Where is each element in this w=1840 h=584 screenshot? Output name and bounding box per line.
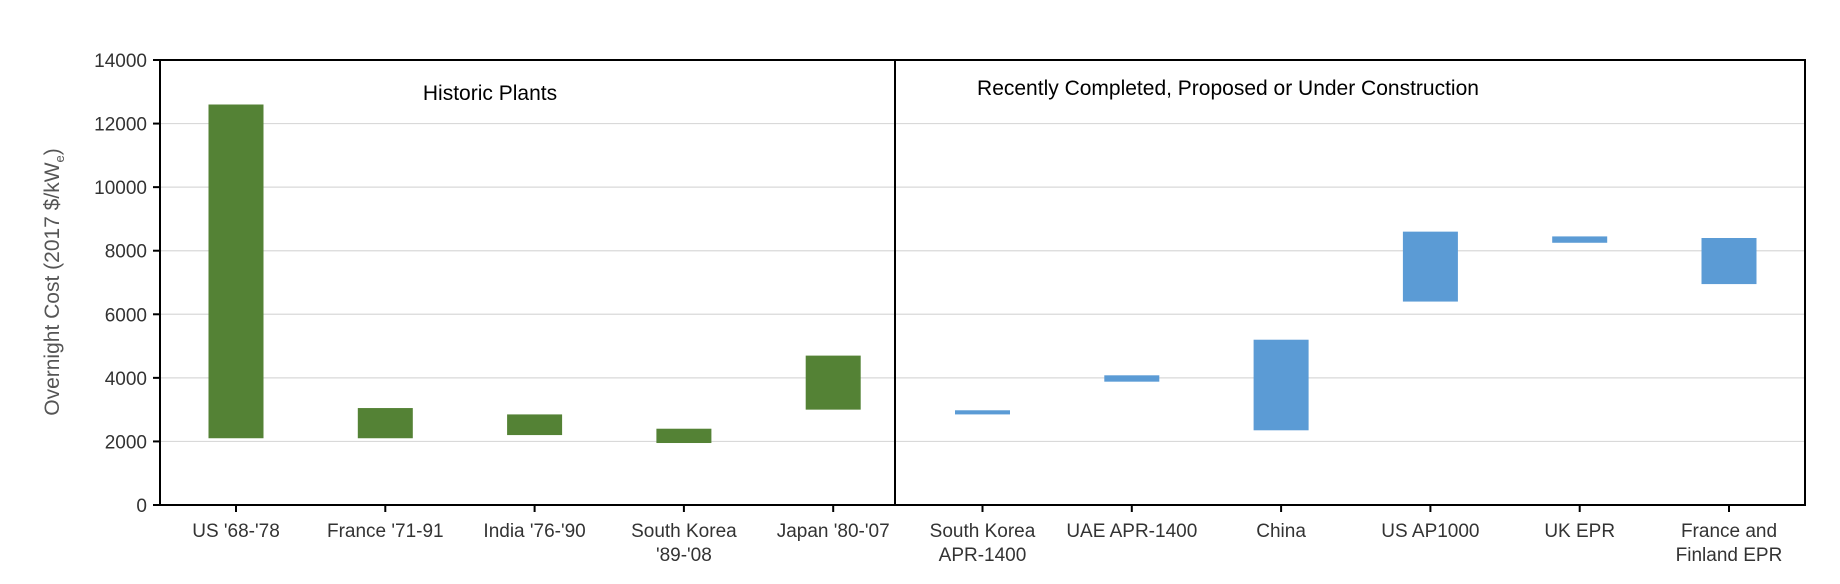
- y-axis-ticks: 0 2000 4000 6000 8000 10000 12000 14000: [94, 51, 160, 517]
- x-axis-labels: US '68-'78 France '71-91 India '76-'90 Sout…: [192, 505, 1782, 566]
- bar-range: [656, 428, 712, 444]
- x-category-label: US AP1000: [1381, 521, 1479, 542]
- y-tick-label: 8000: [105, 242, 147, 263]
- y-tick-label: 4000: [105, 369, 147, 390]
- bars: [208, 104, 1757, 444]
- bar-range: [1104, 375, 1160, 382]
- x-category-label: France and Finland EPR: [1676, 521, 1783, 566]
- x-category-label: South Korea '89-'08: [631, 521, 737, 566]
- bar-range: [1253, 339, 1309, 431]
- x-category-label: US '68-'78: [192, 521, 280, 542]
- x-category-label: France '71-91: [327, 521, 444, 542]
- y-tick-label: 10000: [94, 178, 147, 199]
- x-category-label: UK EPR: [1544, 521, 1615, 542]
- bar-range: [955, 410, 1010, 415]
- x-category-label: China: [1256, 521, 1306, 542]
- x-category-label: India '76-'90: [483, 521, 585, 542]
- bar-range: [1552, 236, 1608, 243]
- y-tick-label: 14000: [94, 51, 147, 72]
- y-tick-label: 6000: [105, 305, 147, 326]
- panel-label-recent: Recently Completed, Proposed or Under Co…: [977, 77, 1479, 100]
- bar-range: [357, 408, 413, 439]
- x-category-label: South Korea APR-1400: [930, 521, 1036, 566]
- y-tick-label: 2000: [105, 432, 147, 453]
- bar-range: [1402, 231, 1458, 302]
- bar-range: [1701, 238, 1757, 285]
- gridlines: [160, 122, 1805, 443]
- x-category-label: Japan '80-'07: [777, 521, 890, 542]
- x-category-label: UAE APR-1400: [1066, 521, 1197, 542]
- bar-range: [208, 104, 264, 439]
- bar-range: [805, 355, 861, 410]
- y-axis-title: Overnight Cost (2017 $/kWe): [41, 148, 67, 416]
- bar-range: [507, 414, 563, 436]
- y-tick-label: 12000: [94, 115, 147, 136]
- y-tick-label: 0: [136, 496, 147, 517]
- panel-label-historic: Historic Plants: [423, 82, 557, 105]
